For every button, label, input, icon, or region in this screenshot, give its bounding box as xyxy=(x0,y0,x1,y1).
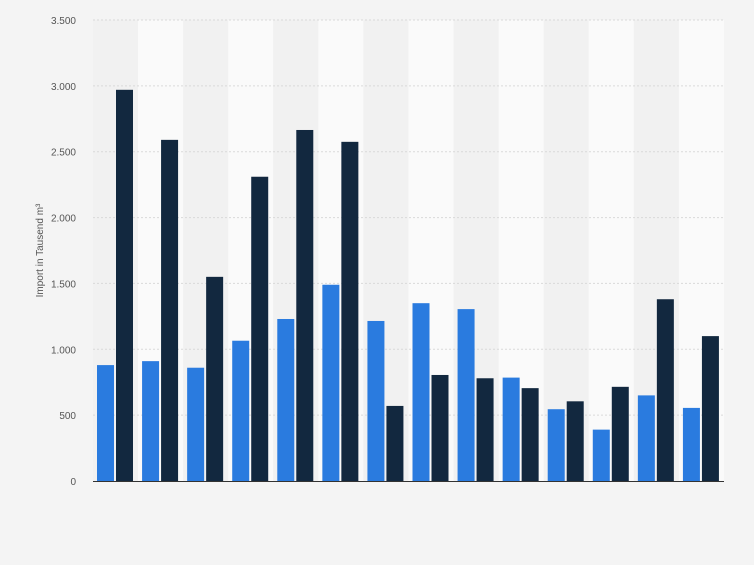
y-tick-label: 3.500 xyxy=(51,16,76,27)
bar-series2 xyxy=(656,299,674,481)
bar-series1 xyxy=(142,361,160,481)
bar-series2 xyxy=(521,388,539,481)
bar-series1 xyxy=(187,367,205,481)
bar-series1 xyxy=(502,377,520,481)
bar-series2 xyxy=(566,401,584,481)
bar-series2 xyxy=(431,374,449,481)
bar-series1 xyxy=(637,395,655,481)
bar-series1 xyxy=(277,318,295,481)
y-tick-label: 500 xyxy=(59,411,76,422)
bar-series1 xyxy=(592,429,610,481)
bar-series1 xyxy=(547,409,565,481)
bar-series2 xyxy=(206,276,224,481)
bar-series2 xyxy=(386,405,404,481)
bar-series1 xyxy=(232,340,250,481)
bar-series2 xyxy=(251,176,269,482)
bar-series1 xyxy=(457,309,475,481)
bar-series2 xyxy=(341,141,359,482)
y-tick-label: 2.000 xyxy=(51,214,76,225)
bar-series2 xyxy=(701,336,719,481)
bar-series1 xyxy=(412,303,430,481)
bar-series1 xyxy=(367,320,385,481)
bar-series1 xyxy=(97,365,114,481)
y-tick-label: 3.000 xyxy=(51,82,76,93)
y-tick-label: 1.000 xyxy=(51,345,76,356)
bars xyxy=(97,89,719,482)
bar-series2 xyxy=(116,89,133,482)
bar-series1 xyxy=(682,407,700,481)
bar-series2 xyxy=(161,139,179,482)
bar-series2 xyxy=(476,378,494,481)
y-tick-label: 2.500 xyxy=(51,148,76,159)
bar-series2 xyxy=(611,386,629,481)
y-axis-title: Import in Tausend m³ xyxy=(35,203,46,297)
bar-series2 xyxy=(296,129,314,481)
y-axis-ticks: 0 500 1.000 1.500 2.000 2.500 3.000 3.500 xyxy=(51,16,76,488)
bar-series1 xyxy=(322,284,340,481)
y-tick-label: 1.500 xyxy=(51,279,76,290)
y-tick-label: 0 xyxy=(70,477,76,488)
